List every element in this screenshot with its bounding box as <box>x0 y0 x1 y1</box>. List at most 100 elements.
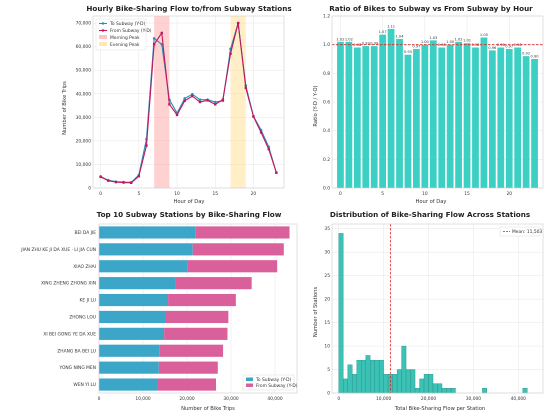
y-tick-label: 10,000 <box>76 162 92 168</box>
data-point <box>214 103 217 106</box>
bar-value-label: 1.11 <box>387 24 395 28</box>
data-point <box>191 94 194 98</box>
station-bar-from <box>168 293 236 307</box>
station-bar-from <box>175 277 252 290</box>
y-tick-label: 70,000 <box>76 21 92 27</box>
x-tick-label: 15 <box>464 191 470 197</box>
station-bar-to <box>99 260 188 273</box>
histogram-bar <box>365 355 371 394</box>
histogram-bar <box>369 359 375 394</box>
y-tick-label: 50,000 <box>76 68 92 74</box>
legend-label: From Subway (Y-D) <box>110 28 152 34</box>
data-point <box>244 86 247 90</box>
ratio-bar <box>497 47 505 189</box>
bar-value-label: 0.92 <box>522 52 530 56</box>
data-point <box>152 37 156 40</box>
ratio-bar <box>438 47 446 189</box>
station-bar-from <box>157 378 217 391</box>
data-point <box>130 181 133 185</box>
data-point <box>183 97 186 100</box>
bar-value-label: 0.97 <box>505 44 513 48</box>
x-tick-label: 20,000 <box>179 396 195 402</box>
bar-value-label: 1.03 <box>429 36 437 40</box>
x-tick-label: 0 <box>339 191 342 197</box>
bar-value-label: 1.02 <box>345 37 353 41</box>
station-label: XIAO ZHAI <box>73 264 96 270</box>
bar-value-label: 1.00 <box>446 40 455 44</box>
x-tick-label: 30,000 <box>223 396 239 402</box>
station-bar-to <box>99 226 196 239</box>
station-label: BEI DA JIE <box>74 230 96 236</box>
y-tick-label: 25 <box>324 273 330 279</box>
data-point <box>213 100 217 104</box>
station-bar-to <box>99 344 160 357</box>
legend-label: Morning Peak <box>110 35 140 41</box>
x-tick-label: 10 <box>174 191 180 197</box>
bar-value-label: 1.02 <box>336 37 344 41</box>
y-axis-label-hourly-flow: Number of Bike Trips <box>62 81 68 135</box>
data-point <box>175 113 179 117</box>
chart-title-top-stations: Top 10 Subway Stations by Bike-Sharing F… <box>97 210 282 219</box>
y-tick-label: 30,000 <box>76 115 92 121</box>
ratio-bar <box>404 54 412 189</box>
legend-box <box>499 226 541 237</box>
x-tick-label: 20 <box>506 191 512 197</box>
legend-marker <box>101 29 105 32</box>
data-point <box>145 144 148 147</box>
data-point <box>160 31 163 35</box>
x-tick-label: 5 <box>381 191 384 197</box>
ratio-bar <box>396 38 403 188</box>
ratio-bar <box>337 41 344 188</box>
histogram-bar <box>338 233 344 394</box>
y-tick-label: 10 <box>324 344 330 350</box>
plot-area-ratio: 0.00.20.40.60.81.01.20 5 10 15 201.02 1.020.9… <box>323 14 544 197</box>
station-bar-from <box>164 327 228 340</box>
ratio-bar <box>429 40 437 188</box>
legend-label: Mean: 11,503 <box>512 229 542 235</box>
bar-value-label: 0.96 <box>488 46 497 50</box>
station-bar-to <box>99 277 176 290</box>
peak-span <box>154 16 170 188</box>
x-tick-label: 20,000 <box>421 396 437 402</box>
legend-label: To Subway (Y-D) <box>255 377 291 383</box>
bar-value-label: 1.01 <box>463 39 471 43</box>
data-point <box>183 99 186 103</box>
histogram-bar <box>401 345 407 394</box>
station-label: WEN YI LU <box>73 382 96 388</box>
station-label: KE JI LU <box>80 298 96 304</box>
x-axis-label-distribution: Total Bike-Sharing Flow per Station <box>394 406 485 412</box>
x-tick-label: 10 <box>422 191 428 197</box>
bar-value-label: 1.04 <box>396 34 405 38</box>
data-point <box>206 99 209 102</box>
data-point <box>168 103 171 106</box>
y-axis-label-distribution: Number of Stations <box>313 287 319 338</box>
ratio-bar <box>463 43 471 188</box>
bar-value-label: 0.99 <box>370 42 379 46</box>
ratio-bar <box>455 41 462 188</box>
histogram-bar <box>432 383 438 394</box>
bar-value-label: 1.05 <box>480 33 488 37</box>
data-point <box>137 175 141 178</box>
legend-marker <box>101 22 105 25</box>
x-tick-label: 0 <box>337 396 340 402</box>
y-tick-label: 0 <box>88 186 91 192</box>
y-tick-label: 0.6 <box>323 100 330 106</box>
data-point <box>229 52 232 55</box>
y-tick-label: 60,000 <box>76 44 92 50</box>
legend-swatch <box>99 42 107 46</box>
ratio-bar <box>531 59 538 188</box>
x-tick-label: 5 <box>137 191 140 197</box>
legend-label: Evening Peak <box>110 42 140 48</box>
station-bar-from <box>195 226 290 239</box>
data-point <box>259 131 263 134</box>
x-tick-label: 10,000 <box>135 396 151 402</box>
y-tick-label: 15 <box>324 320 330 326</box>
histogram-bar <box>441 388 447 394</box>
ratio-bar <box>345 41 353 188</box>
bar-value-label: 1.07 <box>379 30 387 34</box>
chart-title-hourly-flow: Hourly Bike-Sharing Flow to/from Subway … <box>86 4 291 13</box>
station-bar-to <box>99 243 193 256</box>
bar-value-label: 0.97 <box>412 44 420 48</box>
x-tick-label: 0 <box>99 191 102 197</box>
histogram-bar <box>347 364 353 394</box>
